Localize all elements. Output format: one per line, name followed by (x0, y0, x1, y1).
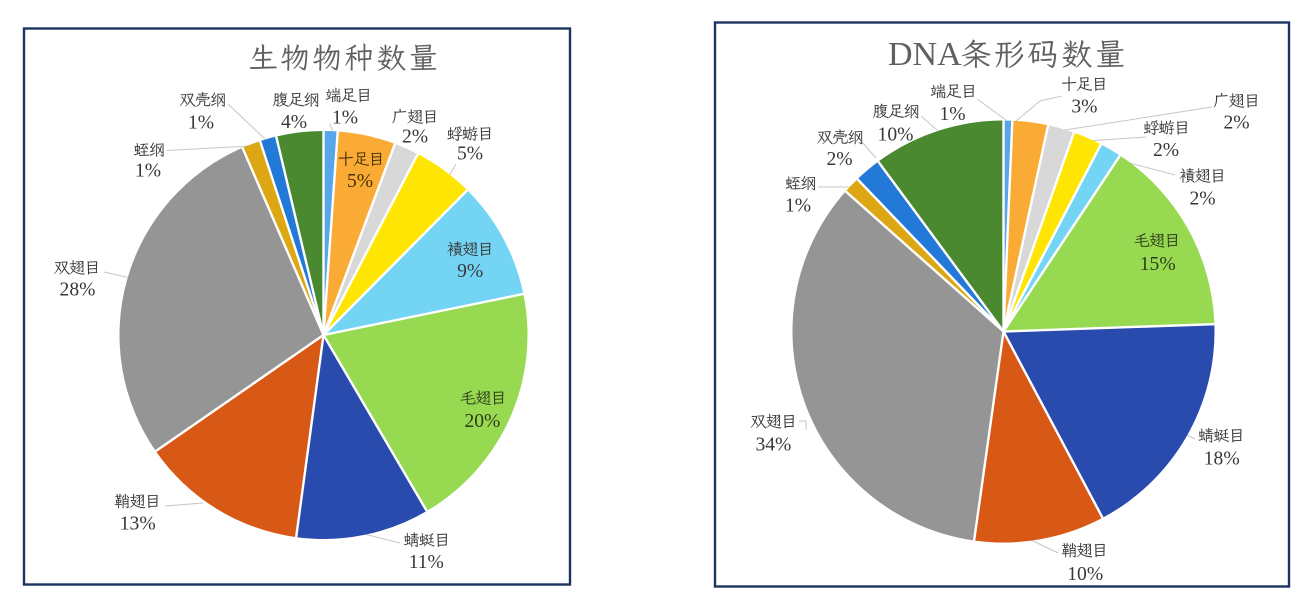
svg-text:2%: 2% (1223, 112, 1249, 133)
svg-text:3%: 3% (1071, 97, 1097, 118)
svg-text:1%: 1% (188, 112, 214, 133)
svg-text:1%: 1% (332, 108, 358, 129)
svg-text:15%: 15% (1140, 254, 1176, 275)
svg-text:DNA: DNA (888, 36, 962, 73)
svg-text:9%: 9% (457, 261, 483, 282)
svg-text:1%: 1% (785, 195, 811, 216)
svg-text:4%: 4% (281, 112, 307, 133)
svg-text:2%: 2% (402, 126, 428, 147)
svg-text:2%: 2% (1153, 140, 1179, 161)
svg-text:11%: 11% (409, 552, 444, 573)
svg-text:10%: 10% (1067, 564, 1103, 585)
svg-text:1%: 1% (135, 160, 161, 181)
svg-text:28%: 28% (60, 280, 96, 301)
svg-text:5%: 5% (457, 143, 483, 164)
svg-text:13%: 13% (120, 514, 156, 535)
svg-text:18%: 18% (1204, 448, 1240, 469)
svg-text:10%: 10% (878, 124, 914, 145)
svg-text:2%: 2% (1189, 188, 1215, 209)
svg-text:2%: 2% (826, 149, 852, 170)
svg-text:5%: 5% (347, 171, 373, 192)
svg-text:20%: 20% (464, 411, 500, 432)
svg-text:1%: 1% (939, 104, 965, 125)
svg-text:34%: 34% (755, 435, 791, 456)
